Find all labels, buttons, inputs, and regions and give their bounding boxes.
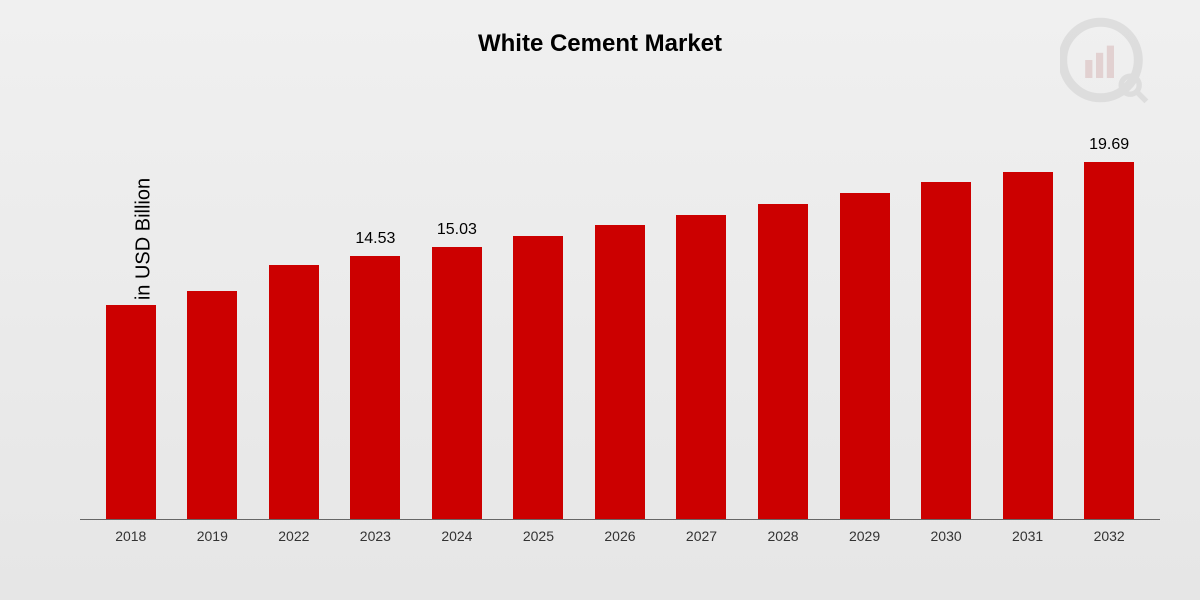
x-tick-label: 2029 xyxy=(835,528,895,544)
chart-plot-area: 14.53 15.03 19.69 xyxy=(80,120,1160,520)
bar-group xyxy=(264,239,324,520)
bar xyxy=(432,247,482,520)
bar-group xyxy=(182,265,242,520)
bar-group: 15.03 xyxy=(427,221,487,520)
x-tick-label: 2025 xyxy=(508,528,568,544)
bar xyxy=(350,256,400,520)
bar-group xyxy=(671,189,731,520)
bar-group xyxy=(590,199,650,520)
bar xyxy=(676,215,726,520)
x-tick-label: 2019 xyxy=(182,528,242,544)
bar xyxy=(758,204,808,520)
x-tick-label: 2026 xyxy=(590,528,650,544)
bar-group xyxy=(101,279,161,520)
bar xyxy=(595,225,645,520)
x-axis-line xyxy=(80,519,1160,520)
bar xyxy=(840,193,890,520)
x-axis-labels: 2018 2019 2022 2023 2024 2025 2026 2027 2028 2029… xyxy=(80,528,1160,544)
x-tick-label: 2028 xyxy=(753,528,813,544)
x-tick-label: 2018 xyxy=(101,528,161,544)
bar xyxy=(269,265,319,520)
bar-group: 19.69 xyxy=(1079,136,1139,520)
x-tick-label: 2032 xyxy=(1079,528,1139,544)
chart-title: White Cement Market xyxy=(0,30,1200,58)
bar-group xyxy=(835,167,895,520)
bar-value-label: 15.03 xyxy=(437,221,477,241)
x-tick-label: 2030 xyxy=(916,528,976,544)
x-tick-label: 2023 xyxy=(345,528,405,544)
bar-value-label: 14.53 xyxy=(355,230,395,250)
bar xyxy=(106,305,156,520)
bar-group xyxy=(998,146,1058,520)
bar-group xyxy=(916,156,976,520)
x-tick-label: 2031 xyxy=(998,528,1058,544)
bar-value-label: 19.69 xyxy=(1089,136,1129,156)
watermark-logo xyxy=(1060,15,1150,105)
bar-group xyxy=(753,178,813,520)
bar-group: 14.53 xyxy=(345,230,405,520)
bar xyxy=(1003,172,1053,520)
x-tick-label: 2027 xyxy=(671,528,731,544)
x-tick-label: 2022 xyxy=(264,528,324,544)
bar xyxy=(1084,162,1134,520)
bar xyxy=(187,291,237,520)
bar-container: 14.53 15.03 19.69 xyxy=(80,120,1160,520)
bar-group xyxy=(508,210,568,520)
x-tick-label: 2024 xyxy=(427,528,487,544)
bar xyxy=(513,236,563,520)
bar xyxy=(921,182,971,520)
